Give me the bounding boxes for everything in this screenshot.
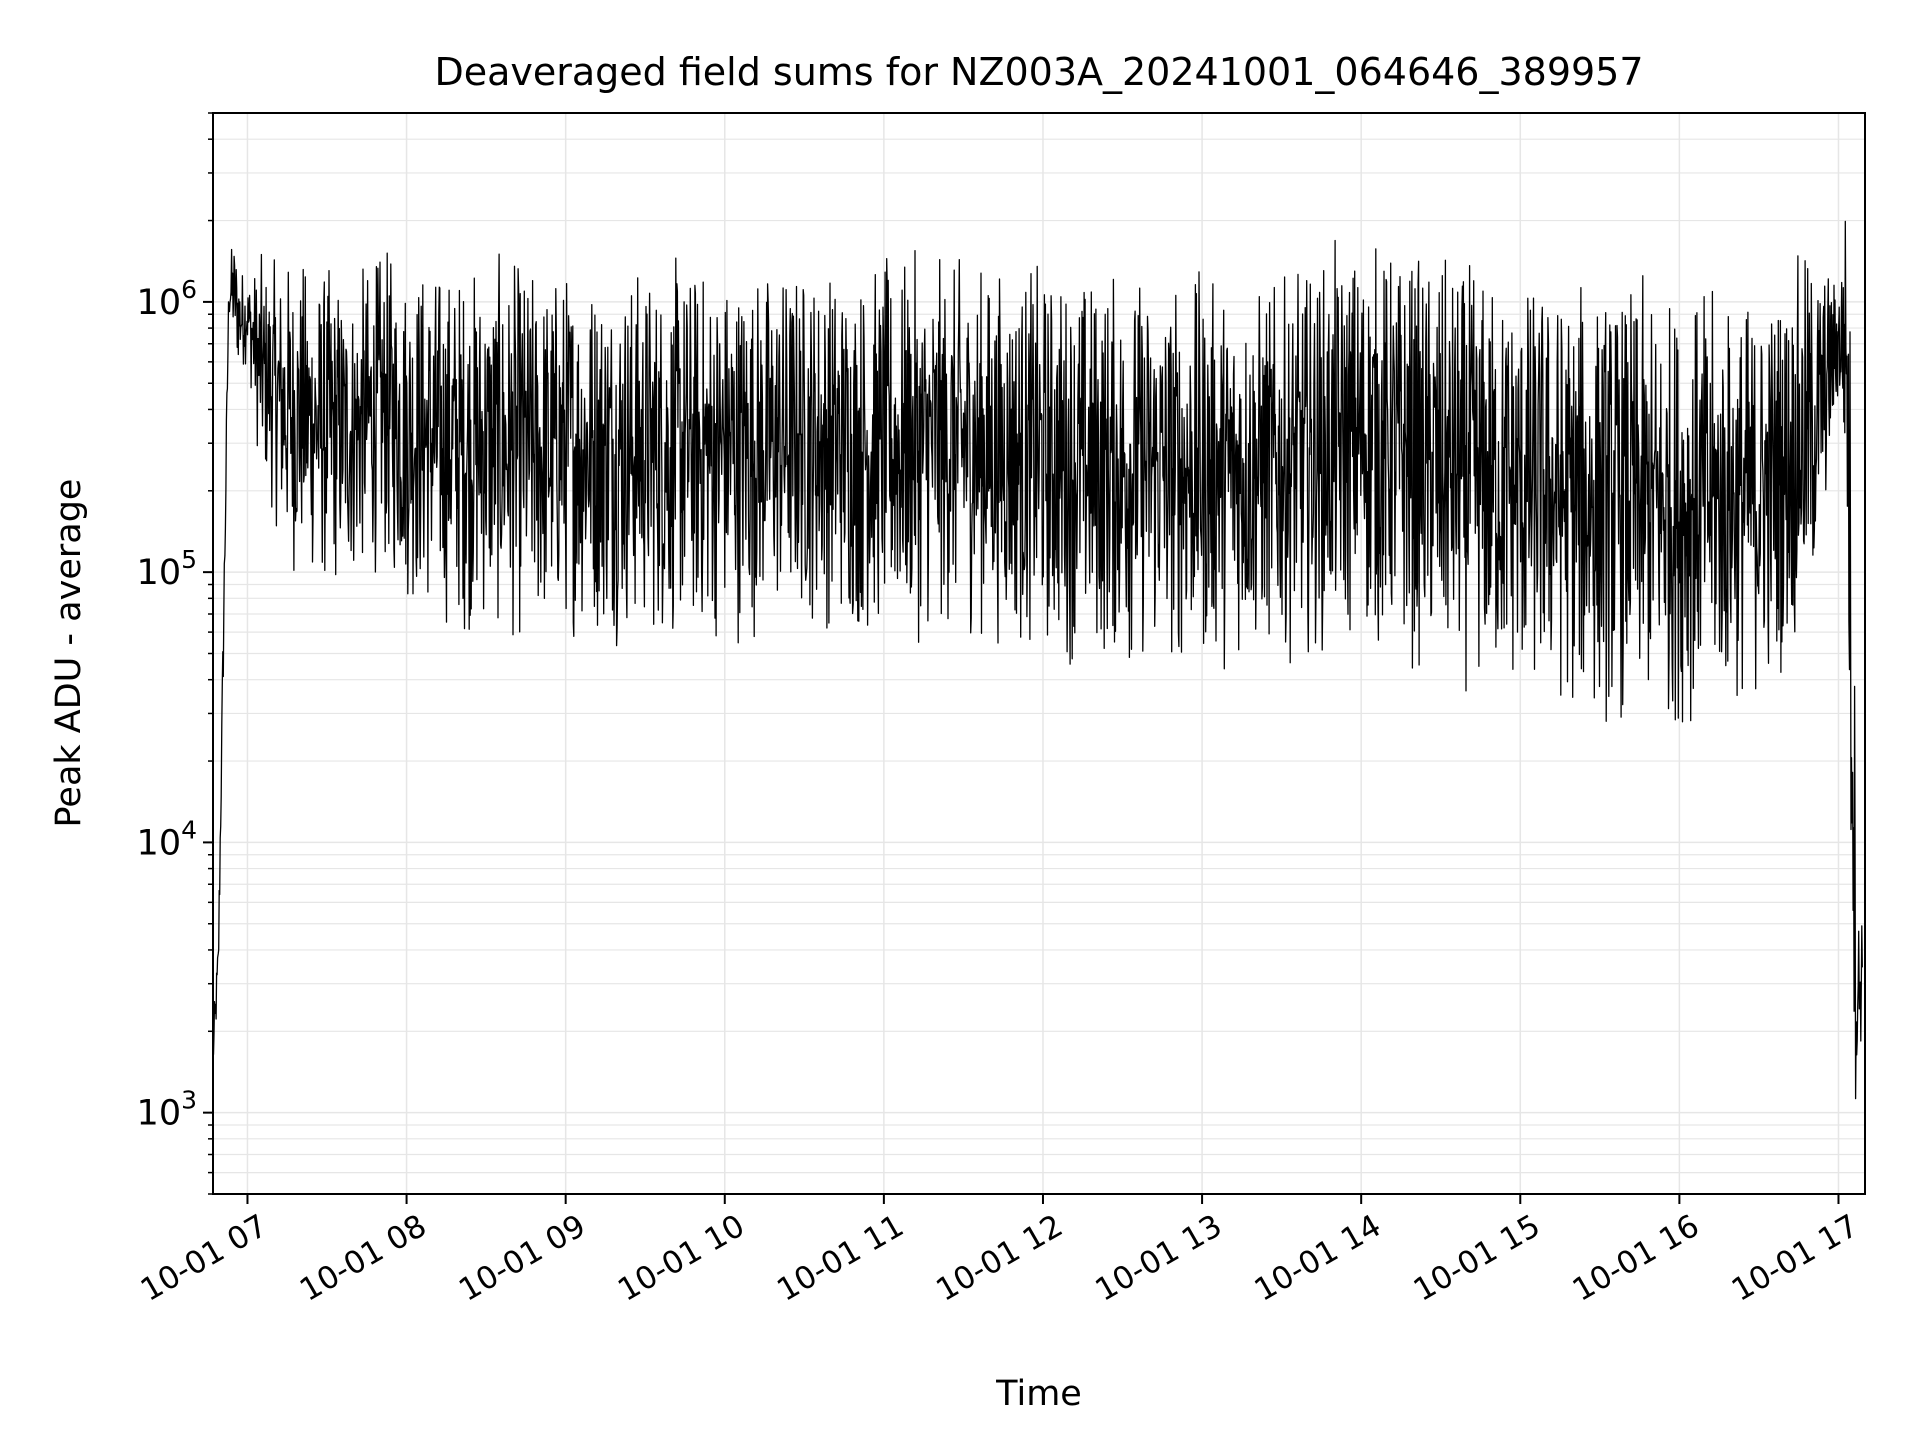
y-tick-label: 105 <box>137 545 197 593</box>
x-tick-label: 10-01 16 <box>1567 1208 1706 1309</box>
y-tick-label-base: 10 <box>137 283 182 323</box>
y-tick-label-exponent: 3 <box>181 1086 197 1115</box>
y-tick-label: 106 <box>137 275 197 323</box>
x-axis-label: Time <box>995 1374 1082 1414</box>
y-tick-label-base: 10 <box>137 553 182 593</box>
series-line <box>212 220 1863 1100</box>
x-tick-label: 10-01 12 <box>930 1208 1069 1309</box>
x-tick-label: 10-01 17 <box>1726 1208 1865 1309</box>
x-tick-label: 10-01 11 <box>771 1208 910 1309</box>
grid-layer <box>213 112 1865 1195</box>
y-tick-label-base: 10 <box>137 823 182 863</box>
x-tick-label: 10-01 15 <box>1408 1208 1547 1309</box>
y-tick-label-exponent: 5 <box>181 545 197 574</box>
y-axis-label: Peak ADU - average <box>49 479 89 828</box>
series-layer <box>212 220 1863 1100</box>
y-tick-label-exponent: 4 <box>181 815 197 844</box>
y-tick-label-base: 10 <box>137 1094 182 1134</box>
chart-title: Deaveraged field sums for NZ003A_2024100… <box>434 50 1643 94</box>
y-tick-label-exponent: 6 <box>181 275 197 304</box>
x-tick-label: 10-01 08 <box>294 1208 433 1309</box>
y-tick-label: 104 <box>137 815 197 863</box>
x-tick-label: 10-01 10 <box>612 1208 751 1309</box>
x-tick-label: 10-01 13 <box>1089 1208 1228 1309</box>
x-tick-label: 10-01 07 <box>135 1208 274 1309</box>
y-tick-label: 103 <box>137 1086 197 1134</box>
x-tick-label: 10-01 09 <box>453 1208 592 1309</box>
x-tick-label: 10-01 14 <box>1248 1208 1387 1309</box>
